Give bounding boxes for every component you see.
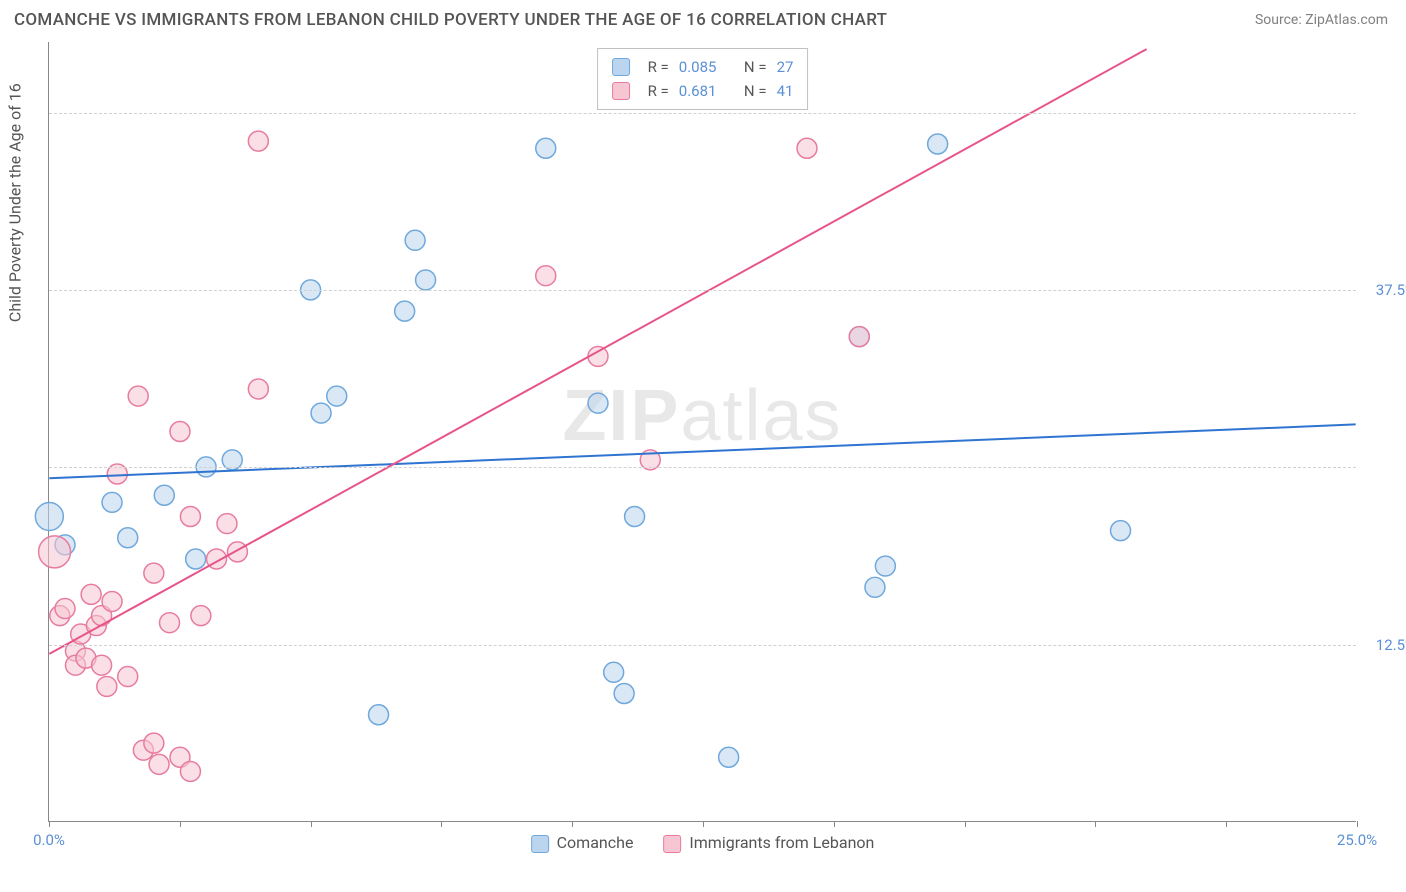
gridline — [49, 290, 1356, 291]
data-point — [144, 733, 164, 753]
y-axis-label: Child Poverty Under the Age of 16 — [6, 83, 25, 322]
legend-n-value-1: 27 — [777, 55, 794, 79]
data-point — [118, 528, 138, 548]
legend-swatch-icon — [663, 835, 681, 853]
data-point — [154, 485, 174, 505]
data-point — [849, 327, 869, 347]
legend-r-value-1: 0.085 — [679, 55, 717, 79]
legend-swatch-icon — [531, 835, 549, 853]
data-point — [217, 514, 237, 534]
data-point — [128, 386, 148, 406]
data-point — [719, 747, 739, 767]
data-point — [191, 606, 211, 626]
data-point — [248, 131, 268, 151]
x-tick — [1226, 821, 1227, 827]
gridline — [49, 645, 1356, 646]
data-point — [102, 591, 122, 611]
data-point — [327, 386, 347, 406]
data-point — [92, 655, 112, 675]
data-point — [395, 301, 415, 321]
legend-label: Immigrants from Lebanon — [689, 833, 874, 852]
data-point — [625, 506, 645, 526]
data-point — [180, 506, 200, 526]
legend-n-label: N = — [744, 55, 767, 79]
data-point — [928, 134, 948, 154]
legend-n-value-2: 41 — [777, 79, 794, 103]
data-point — [875, 556, 895, 576]
data-point — [81, 584, 101, 604]
gridline — [49, 113, 1356, 114]
x-tick-label: 0.0% — [33, 831, 65, 849]
x-tick — [703, 821, 704, 827]
x-tick — [180, 821, 181, 827]
data-point — [144, 563, 164, 583]
legend-r-value-2: 0.681 — [679, 79, 717, 103]
trend-line — [49, 49, 1146, 654]
legend-label: Comanche — [557, 833, 634, 852]
data-point — [39, 536, 71, 568]
x-tick — [311, 821, 312, 827]
x-tick — [834, 821, 835, 827]
data-point — [865, 577, 885, 597]
data-point — [97, 676, 117, 696]
legend-series: Comanche Immigrants from Lebanon — [531, 833, 875, 853]
chart-title: COMANCHE VS IMMIGRANTS FROM LEBANON CHIL… — [14, 10, 887, 30]
data-point — [797, 138, 817, 158]
trend-line — [49, 424, 1355, 478]
legend-r-label: R = — [648, 79, 669, 103]
data-point — [588, 393, 608, 413]
legend-n-label: N = — [744, 79, 767, 103]
data-point — [186, 549, 206, 569]
data-point — [614, 684, 634, 704]
legend-swatch-lebanon-icon — [612, 82, 630, 100]
x-tick — [49, 821, 50, 827]
scatter-svg — [49, 42, 1356, 821]
data-point — [1111, 521, 1131, 541]
data-point — [160, 613, 180, 633]
data-point — [604, 662, 624, 682]
legend-swatch-comanche-icon — [612, 58, 630, 76]
data-point — [536, 138, 556, 158]
legend-correlation-row-2: R = 0.681 N = 41 — [612, 79, 794, 103]
data-point — [227, 542, 247, 562]
data-point — [416, 270, 436, 290]
data-point — [248, 379, 268, 399]
source-label: Source: ZipAtlas.com — [1255, 12, 1388, 28]
data-point — [180, 761, 200, 781]
y-tick-label: 12.5% — [1376, 636, 1406, 654]
legend-item: Immigrants from Lebanon — [663, 833, 874, 853]
plot-area: Child Poverty Under the Age of 16 ZIPatl… — [48, 42, 1356, 822]
data-point — [118, 667, 138, 687]
x-tick — [441, 821, 442, 827]
legend-correlation: R = 0.085 N = 27 R = 0.681 N = 41 — [597, 48, 809, 110]
data-point — [536, 266, 556, 286]
x-tick — [965, 821, 966, 827]
data-point — [149, 754, 169, 774]
data-point — [55, 599, 75, 619]
data-point — [369, 705, 389, 725]
data-point — [170, 422, 190, 442]
x-tick-label: 25.0% — [1337, 831, 1377, 849]
data-point — [311, 403, 331, 423]
y-tick-label: 37.5% — [1376, 281, 1406, 299]
gridline — [49, 467, 1356, 468]
legend-correlation-row-1: R = 0.085 N = 27 — [612, 55, 794, 79]
x-tick — [1095, 821, 1096, 827]
legend-r-label: R = — [648, 55, 669, 79]
x-tick — [1357, 821, 1358, 827]
x-tick — [572, 821, 573, 827]
data-point — [102, 492, 122, 512]
legend-item: Comanche — [531, 833, 634, 853]
data-point — [405, 230, 425, 250]
data-point — [35, 502, 63, 530]
